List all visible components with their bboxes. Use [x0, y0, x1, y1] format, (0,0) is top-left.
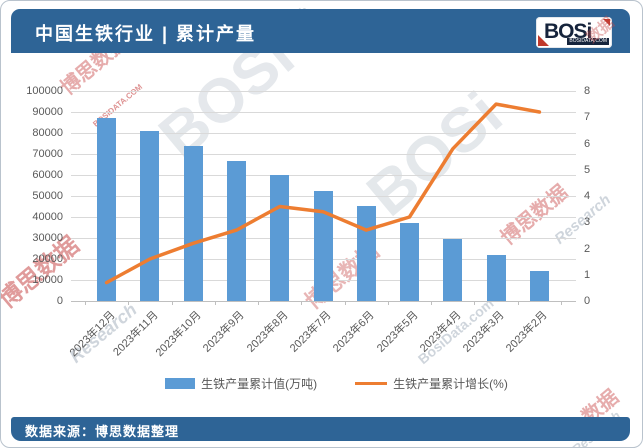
bosi-logo: BOSi BOSIDATA.COM: [536, 17, 612, 48]
bosi-logo-text: BOSi: [544, 20, 592, 43]
y-axis-tick-label: 80000: [32, 127, 63, 139]
axis-tick: [171, 301, 173, 305]
bar: [486, 254, 506, 301]
header-bar: 中国生铁行业 | 累计产量 BOSi BOSIDATA.COM: [11, 9, 630, 53]
bar: [183, 145, 203, 301]
line-series-label: 生铁产量累计增长(%): [393, 377, 508, 391]
axis-tick: [301, 301, 303, 305]
bar: [97, 118, 117, 301]
secondary-y-axis-tick-label: 5: [584, 163, 591, 176]
gridline: [71, 91, 576, 92]
trend-line: [104, 102, 542, 285]
footer-bar: 数据来源：博思数据整理: [11, 417, 630, 441]
axis-tick: [258, 301, 260, 305]
secondary-y-axis-tick-label: 2: [584, 242, 591, 255]
secondary-y-axis-tick-label: 7: [584, 111, 591, 124]
bar-series-swatch: [165, 378, 196, 389]
bar-series-label: 生铁产量累计值(万吨): [201, 377, 318, 391]
axis-tick: [561, 301, 562, 305]
gridline: [71, 301, 576, 302]
secondary-y-axis-tick-label: 0: [584, 295, 591, 307]
secondary-y-axis-tick-label: 1: [584, 268, 591, 281]
gridline: [71, 175, 576, 176]
legend-item-line-series: 生铁产量累计增长(%): [355, 375, 508, 392]
y-axis-tick-label: 90000: [32, 106, 63, 118]
bar: [400, 222, 420, 301]
gridline: [71, 154, 576, 155]
y-axis-tick-label: 60000: [32, 169, 63, 181]
y-axis-tick-label: 30000: [32, 232, 63, 244]
axis-tick: [214, 301, 216, 305]
axis-tick: [344, 301, 346, 305]
y-axis-tick-label: 10000: [32, 274, 63, 286]
bar: [313, 190, 333, 301]
axis-tick: [387, 301, 389, 305]
y-axis-tick-label: 100000: [26, 85, 63, 97]
logo-accent-triangle: [538, 35, 549, 46]
gridline: [71, 112, 576, 113]
line-series-swatch: [355, 382, 388, 385]
axis-tick: [474, 301, 476, 305]
gridline: [71, 133, 576, 134]
bosi-logo-site: BOSIDATA.COM: [567, 38, 609, 45]
axis-tick: [128, 301, 130, 305]
legend-item-bar-series: 生铁产量累计值(万吨): [165, 375, 317, 392]
secondary-y-axis-tick-label: 3: [584, 216, 591, 229]
y-axis-tick-label: 50000: [32, 190, 63, 202]
bar: [443, 238, 463, 301]
plot-area: [71, 91, 576, 305]
logo-accent-corner: [603, 19, 610, 26]
secondary-y-axis-tick-label: 4: [584, 190, 591, 202]
axis-tick: [85, 301, 86, 305]
y-axis-tick-label: 40000: [32, 211, 63, 223]
axis-tick: [431, 301, 433, 305]
secondary-y-axis-tick-label: 6: [584, 137, 591, 150]
y-axis-tick-label: 0: [56, 295, 63, 307]
secondary-y-axis-tick-label: 8: [584, 85, 591, 97]
data-source-note: 数据来源：博思数据整理: [25, 424, 180, 439]
bar: [529, 270, 549, 301]
axis-tick: [517, 301, 519, 305]
y-axis-tick-label: 70000: [32, 148, 63, 160]
page-title: 中国生铁行业 | 累计产量: [35, 24, 257, 44]
y-axis-tick-label: 20000: [32, 253, 63, 265]
legend: 生铁产量累计值(万吨) 生铁产量累计增长(%): [1, 375, 642, 392]
